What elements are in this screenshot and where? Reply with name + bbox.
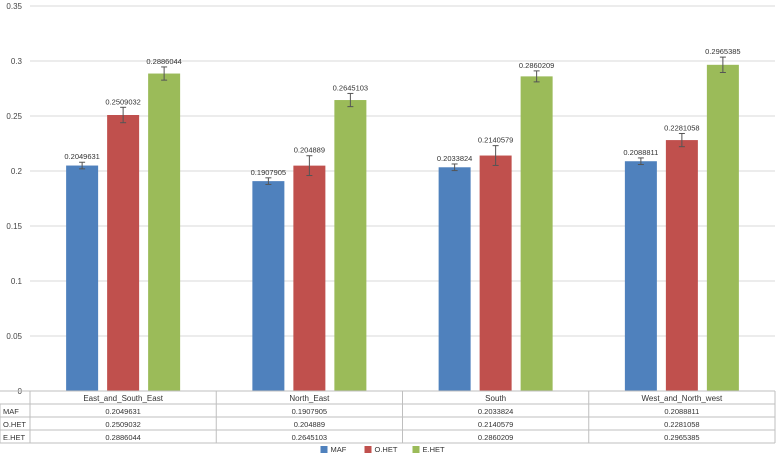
table-cell: 0.2645103: [292, 433, 327, 442]
table-cell: 0.2509032: [105, 420, 140, 429]
data-label: 0.2645103: [333, 83, 368, 92]
bar: [107, 115, 140, 392]
y-tick-label: 0.05: [6, 332, 22, 341]
legend-swatch: [412, 446, 420, 453]
data-label: 0.2281058: [664, 123, 699, 132]
category-label: South: [485, 394, 506, 403]
table-cell: 0.2140579: [478, 420, 513, 429]
legend-swatch: [364, 446, 372, 453]
bar: [66, 165, 99, 391]
table-cell: 0.2965385: [664, 433, 699, 442]
legend-swatch: [320, 446, 328, 453]
bar: [334, 100, 367, 392]
legend-label: MAF: [331, 445, 347, 454]
bar: [148, 73, 181, 391]
bar: [438, 167, 471, 391]
bar: [293, 165, 326, 391]
table-cell: 0.2049631: [105, 407, 140, 416]
y-tick-label: 0.35: [6, 2, 22, 11]
table-row-label: E.HET: [3, 433, 26, 442]
table-row-label: O.HET: [3, 420, 26, 429]
data-label: 0.2965385: [705, 47, 740, 56]
y-tick-label: 0.25: [6, 112, 22, 121]
data-label: 0.2140579: [478, 136, 513, 145]
bar: [252, 181, 285, 391]
bar: [520, 76, 553, 391]
y-tick-label: 0.15: [6, 222, 22, 231]
legend-label: O.HET: [375, 445, 398, 454]
bar: [706, 64, 739, 391]
category-label: East_and_South_East: [83, 394, 163, 403]
table-row-label: MAF: [3, 407, 19, 416]
y-tick-label: 0.1: [11, 277, 23, 286]
data-label: 0.2886044: [146, 57, 181, 66]
table-cell: 0.204889: [294, 420, 325, 429]
bar: [624, 161, 657, 391]
legend-label: E.HET: [423, 445, 446, 454]
category-label: North_East: [289, 394, 330, 403]
table-cell: 0.1907905: [292, 407, 327, 416]
table-cell: 0.2033824: [478, 407, 513, 416]
data-label: 0.2509032: [105, 97, 140, 106]
bar: [479, 155, 512, 391]
table-cell: 0.2886044: [105, 433, 140, 442]
y-tick-label: 0.2: [11, 167, 23, 176]
data-label: 0.2033824: [437, 154, 472, 163]
category-label: West_and_North_west: [641, 394, 723, 403]
data-label: 0.204889: [294, 146, 325, 155]
bar: [665, 140, 698, 391]
data-label: 0.2860209: [519, 61, 554, 70]
data-label: 0.2049631: [64, 152, 99, 161]
data-label: 0.2088811: [623, 148, 658, 157]
table-cell: 0.2860209: [478, 433, 513, 442]
y-tick-label: 0.3: [11, 57, 23, 66]
table-cell: 0.2281058: [664, 420, 699, 429]
data-label: 0.1907905: [251, 168, 286, 177]
table-cell: 0.2088811: [664, 407, 699, 416]
